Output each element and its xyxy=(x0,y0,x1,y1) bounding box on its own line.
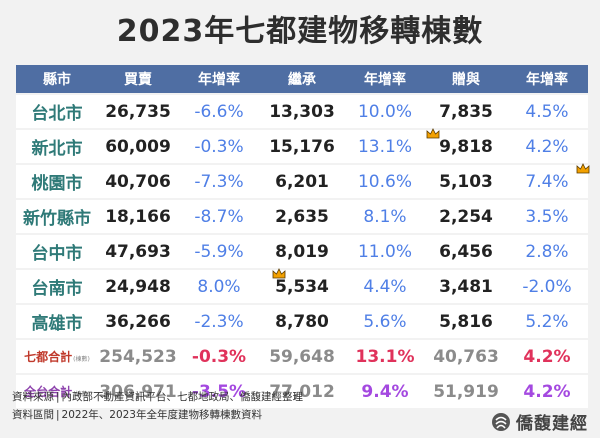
crown-icon xyxy=(576,163,590,174)
gift-rate: 7.4% xyxy=(525,171,569,192)
inherit-count: 6,201 xyxy=(275,171,329,192)
inherit-count: 5,534 xyxy=(275,276,329,297)
brand-name: 僑馥建經 xyxy=(516,414,588,434)
buy-rate: -5.9% xyxy=(194,241,244,262)
inherit-rate: 11.0% xyxy=(357,241,412,262)
all-total-label-text: 全台合計 xyxy=(24,385,73,399)
gift-rate: -2.0% xyxy=(522,276,572,297)
period-text: 2022年、2023年全年度建物移轉棟數資料 xyxy=(61,409,262,421)
table-row: 台南市 24,948 8.0% 5,534 4.4% 3,481 -2.0% xyxy=(16,268,588,303)
buy-rate: -6.6% xyxy=(194,101,244,122)
buy-rate: -0.3% xyxy=(194,136,244,157)
city-name: 桃園市 xyxy=(31,174,83,194)
gift-count: 3,481 xyxy=(439,276,493,297)
table-row: 台中市 47,693 -5.9% 8,019 11.0% 6,456 2.8% xyxy=(16,235,588,268)
table-row: 高雄市 36,266 -2.3% 8,780 5.6% 5,816 5.2% xyxy=(16,305,588,338)
period-label: 資料區間 xyxy=(12,409,54,421)
crown-icon xyxy=(426,128,440,139)
table-row: 台北市 26,735 -6.6% 13,303 10.0% 7,835 4.5% xyxy=(16,95,588,128)
data-table: 縣市 買賣 年增率 繼承 年增率 贈與 年增率 台北市 26,735 -6.6%… xyxy=(16,65,590,408)
source-line: 資料來源 | 內政部不動產資訊平台、七都地政局、僑馥建經整理 xyxy=(12,391,304,403)
buy-count: 60,009 xyxy=(105,136,171,157)
buy-count: 306,971 xyxy=(99,381,177,402)
buy-count: 26,735 xyxy=(105,101,171,122)
buy-count: 40,706 xyxy=(105,171,171,192)
buy-rate: -0.3% xyxy=(191,346,247,367)
gift-rate: 5.2% xyxy=(525,311,569,332)
seven-total-label-text: 七都合計 xyxy=(24,350,73,364)
inherit-rate: 10.0% xyxy=(357,101,412,122)
inherit-count: 13,303 xyxy=(269,101,335,122)
inherit-count: 59,648 xyxy=(269,346,335,367)
header-buy: 買賣 xyxy=(124,72,152,88)
inherit-rate: 13.1% xyxy=(355,346,415,367)
inherit-count: 8,780 xyxy=(275,311,329,332)
gift-count: 9,818 xyxy=(439,136,493,157)
brand: 僑馥建經 xyxy=(491,409,588,434)
inherit-count: 8,019 xyxy=(275,241,329,262)
city-name: 新竹縣市 xyxy=(23,209,91,229)
city-name: 台南市 xyxy=(31,279,83,299)
buy-count: 24,948 xyxy=(105,276,171,297)
seven-total-unit: (棟數) xyxy=(73,356,90,363)
seven-total-row: 七都合計(棟數) 254,523 -0.3% 59,648 13.1% 40,7… xyxy=(16,340,588,373)
gift-count: 40,763 xyxy=(433,346,499,367)
gift-count: 7,835 xyxy=(439,101,493,122)
footer-notes: 資料來源 | 內政部不動產資訊平台、七都地政局、僑馥建經整理 資料區間 | 2022年、… xyxy=(12,388,303,424)
inherit-count: 77,012 xyxy=(269,381,335,402)
buy-rate: -2.3% xyxy=(194,311,244,332)
gift-rate: 4.5% xyxy=(525,101,569,122)
period-line: 資料區間 | 2022年、2023年全年度建物移轉棟數資料 xyxy=(12,409,262,421)
gift-count: 5,103 xyxy=(439,171,493,192)
inherit-rate: 4.4% xyxy=(363,276,407,297)
buy-count: 47,693 xyxy=(105,241,171,262)
brand-logo-icon xyxy=(492,412,510,431)
seven-total-label: 七都合計(棟數) xyxy=(16,348,98,365)
all-total-unit: (棟數) xyxy=(73,391,90,398)
header-gift-rate: 年增率 xyxy=(526,72,568,88)
buy-rate: -3.5% xyxy=(191,381,247,402)
buy-count: 254,523 xyxy=(99,346,177,367)
all-total-row: 全台合計(棟數) 306,971 -3.5% 77,012 9.4% 51,91… xyxy=(16,375,588,408)
gift-rate: 4.2% xyxy=(523,381,571,402)
source-label: 資料來源 xyxy=(12,391,54,403)
inherit-rate: 8.1% xyxy=(363,206,407,227)
buy-rate: -7.3% xyxy=(194,171,244,192)
inherit-count: 15,176 xyxy=(269,136,335,157)
header-inherit: 繼承 xyxy=(288,72,316,88)
gift-rate: 3.5% xyxy=(525,206,569,227)
buy-count: 18,166 xyxy=(105,206,171,227)
inherit-rate: 13.1% xyxy=(357,136,412,157)
table-row: 桃園市 40,706 -7.3% 6,201 10.6% 5,103 7.4% xyxy=(16,163,590,198)
source-text: 內政部不動產資訊平台、七都地政局、僑馥建經整理 xyxy=(61,391,304,403)
gift-count: 5,816 xyxy=(439,311,493,332)
gift-rate: 2.8% xyxy=(525,241,569,262)
all-total-label: 全台合計(棟數) xyxy=(16,383,98,400)
gift-count: 2,254 xyxy=(439,206,493,227)
inherit-rate: 5.6% xyxy=(363,311,407,332)
table-header: 縣市 買賣 年增率 繼承 年增率 贈與 年增率 xyxy=(16,65,588,93)
buy-rate: 8.0% xyxy=(197,276,241,297)
header-city: 縣市 xyxy=(43,72,71,88)
table-row: 新北市 60,009 -0.3% 15,176 13.1% 9,818 4.2% xyxy=(16,128,588,163)
buy-count: 36,266 xyxy=(105,311,171,332)
inherit-rate: 9.4% xyxy=(361,381,409,402)
inherit-count: 2,635 xyxy=(275,206,329,227)
table-row: 新竹縣市 18,166 -8.7% 2,635 8.1% 2,254 3.5% xyxy=(16,200,588,233)
city-name: 高雄市 xyxy=(31,314,83,334)
city-name: 台北市 xyxy=(31,104,83,124)
gift-rate: 4.2% xyxy=(525,136,569,157)
header-inherit-rate: 年增率 xyxy=(364,72,406,88)
page-title: 2023年七都建物移轉棟數 xyxy=(116,14,484,49)
city-name: 新北市 xyxy=(31,139,83,159)
header-gift: 贈與 xyxy=(452,72,480,88)
buy-rate: -8.7% xyxy=(194,206,244,227)
gift-rate: 4.2% xyxy=(523,346,571,367)
gift-count: 6,456 xyxy=(439,241,493,262)
crown-icon xyxy=(272,268,286,279)
city-name: 台中市 xyxy=(31,244,83,264)
inherit-rate: 10.6% xyxy=(357,171,412,192)
gift-count: 51,919 xyxy=(433,381,499,402)
header-buy-rate: 年增率 xyxy=(198,72,240,88)
